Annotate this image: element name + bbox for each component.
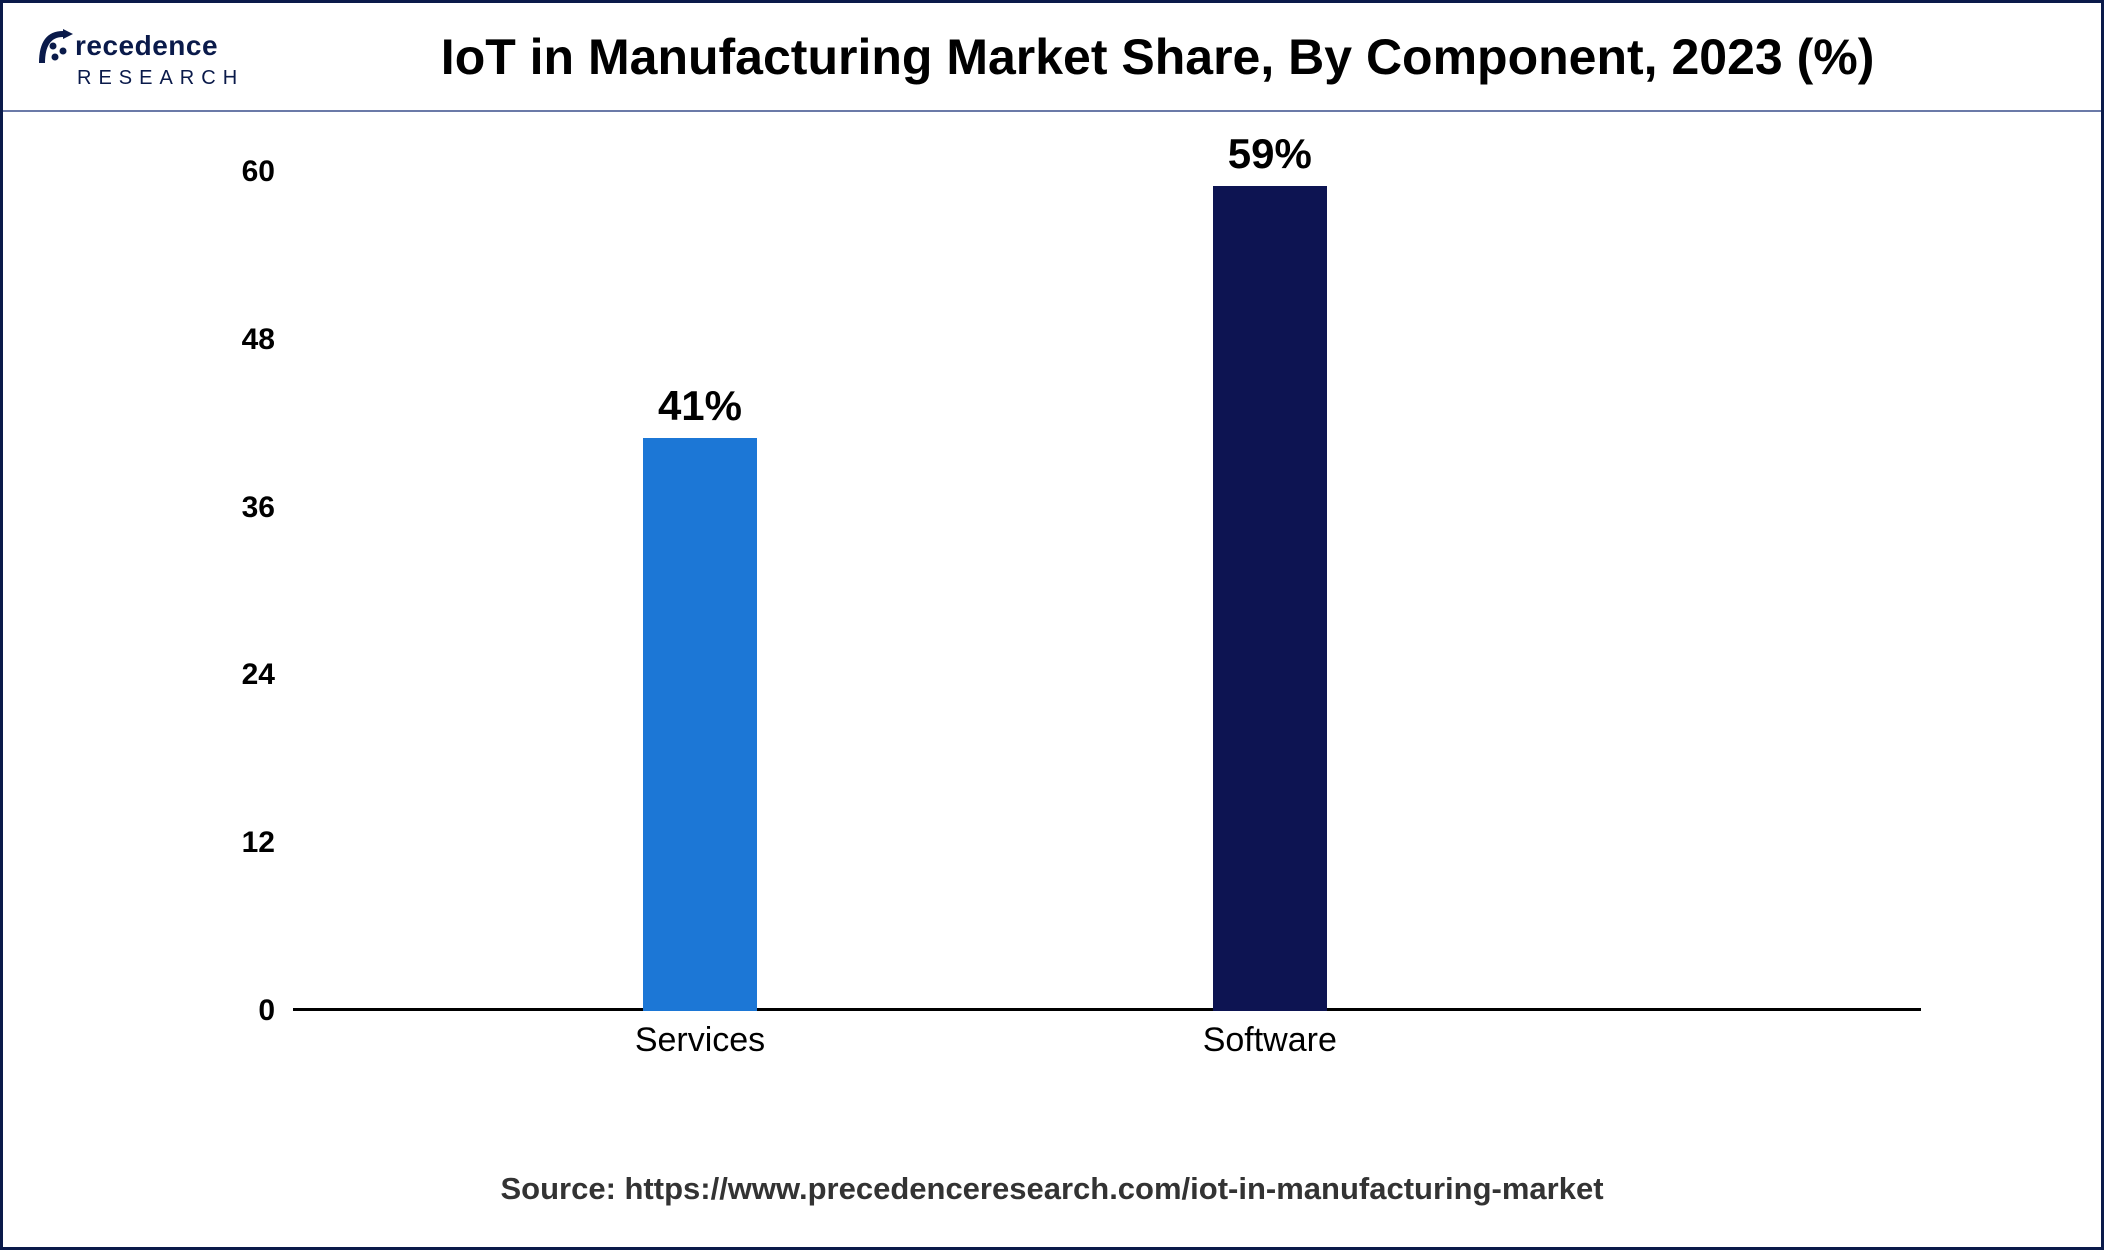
y-tick: 48 [242,323,275,357]
y-tick: 12 [242,826,275,860]
bar-services: 41% [643,438,757,1011]
logo-top-row: recedence [33,23,218,69]
x-axis-line [293,1008,1921,1011]
bar-label: 59% [1228,130,1312,178]
x-axis-labels: Services Software [293,1021,1921,1071]
y-tick: 0 [258,994,275,1028]
logo-brand-text: recedence [75,30,218,62]
header: recedence RESEARCH IoT in Manufacturing … [3,3,2101,112]
y-tick: 60 [242,155,275,189]
chart-area: 0 12 24 36 48 60 41% 59% Services Softwa… [3,112,2101,1171]
logo-mark-icon [33,23,77,69]
bar-software: 59% [1213,186,1327,1011]
logo: recedence RESEARCH [33,23,244,90]
x-label: Services [635,1021,765,1060]
source-text: Source: https://www.precedenceresearch.c… [3,1171,2101,1247]
chart-inner: 0 12 24 36 48 60 41% 59% Services Softwa… [183,172,1921,1131]
logo-subtext: RESEARCH [77,67,244,90]
chart-title: IoT in Manufacturing Market Share, By Co… [244,28,2071,86]
y-tick: 24 [242,658,275,692]
chart-frame: recedence RESEARCH IoT in Manufacturing … [0,0,2104,1250]
plot-region: 41% 59% [293,172,1921,1011]
y-tick: 36 [242,491,275,525]
y-axis: 0 12 24 36 48 60 [183,172,293,1011]
bar-label: 41% [658,382,742,430]
x-label: Software [1203,1021,1337,1060]
